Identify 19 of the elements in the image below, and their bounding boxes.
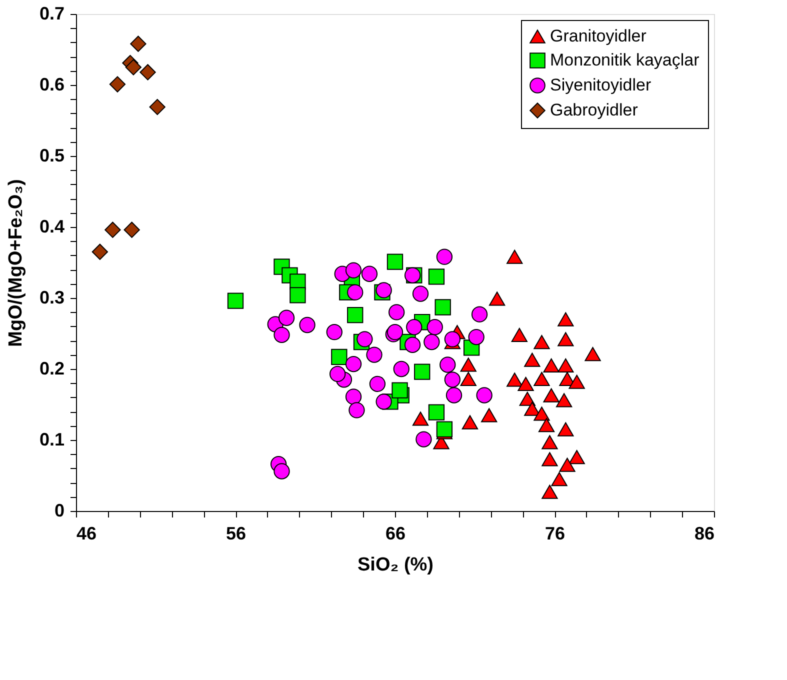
y-tick-label: 0.7 [39, 4, 64, 24]
y-tick-label: 0.3 [39, 288, 64, 308]
y-tick-label: 0.4 [39, 216, 64, 236]
y-tick-label: 0.2 [39, 358, 64, 378]
legend-label: Siyenitoyidler [550, 76, 652, 94]
legend-label: Granitoyidler [550, 26, 647, 46]
legend-label: Monzonitik kayaçlar [550, 50, 700, 70]
y-tick-label: 0.1 [39, 430, 64, 450]
y-tick-label: 0.5 [39, 146, 64, 166]
y-tick-label: 0.6 [39, 74, 64, 94]
legend-label: Gabroyidler [550, 100, 638, 120]
x-tick-label: 86 [694, 524, 714, 544]
x-axis-title: SiO₂ (%) [358, 554, 434, 576]
y-axis-title: MgO/(MgO+Fe₂O₃) [5, 179, 26, 347]
y-tick-label: 0 [54, 500, 64, 520]
x-tick-label: 56 [226, 524, 246, 544]
x-tick-label: 66 [385, 524, 406, 544]
x-tick-label: 76 [544, 524, 566, 544]
x-tick-label: 46 [76, 524, 97, 544]
